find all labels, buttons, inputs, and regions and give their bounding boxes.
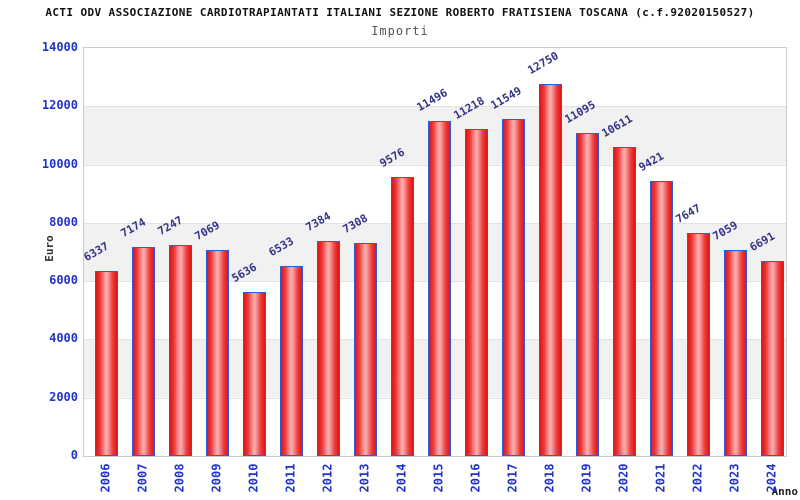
x-tick-label: 2018	[528, 457, 570, 499]
bar	[649, 181, 673, 456]
bar	[205, 249, 229, 456]
y-tick-label: 6000	[49, 273, 78, 288]
gridline	[84, 106, 786, 108]
x-tick-label: 2022	[676, 457, 718, 499]
bar	[316, 240, 340, 456]
x-tick-label: 2009	[195, 457, 237, 499]
y-tick-label: 4000	[49, 331, 78, 346]
x-tick-label-text: 2014	[394, 463, 408, 493]
y-tick-label: 14000	[41, 40, 78, 54]
x-tick-label-text: 2007	[135, 463, 149, 493]
x-tick-label: 2011	[269, 457, 311, 499]
x-tick-label: 2012	[306, 457, 348, 499]
bar	[575, 132, 599, 456]
x-tick-label-text: 2010	[246, 463, 260, 493]
x-tick-label-text: 2022	[690, 463, 704, 493]
y-axis-title-text: Euro	[42, 234, 56, 262]
y-tick-label: 8000	[49, 214, 78, 229]
x-tick-label: 2020	[602, 457, 644, 499]
x-tick-label: 2024	[750, 457, 792, 499]
bar	[390, 176, 414, 456]
x-tick-label-text: 2012	[320, 463, 334, 493]
x-tick-label: 2014	[380, 457, 422, 499]
bar	[427, 120, 451, 456]
x-tick-label: 2013	[343, 457, 385, 499]
x-tick-label: 2008	[158, 457, 200, 499]
y-tick-label: 0	[70, 448, 78, 462]
y-tick-label: 2000	[49, 389, 78, 404]
x-tick-label: 2010	[232, 457, 274, 499]
y-axis-title: Euro	[40, 228, 58, 268]
bar	[242, 291, 266, 456]
x-tick-label-text: 2008	[172, 463, 186, 493]
bar	[760, 261, 784, 456]
x-axis-title: Anno	[771, 485, 799, 498]
x-tick-label-text: 2019	[579, 463, 593, 493]
x-tick-label-text: 2023	[727, 463, 741, 493]
y-tick-label: 12000	[41, 98, 78, 113]
x-tick-label-text: 2020	[616, 463, 630, 493]
x-tick-label-text: 2018	[542, 463, 556, 493]
bar	[353, 243, 377, 456]
x-tick-label: 2023	[713, 457, 755, 499]
bar	[686, 233, 710, 456]
x-tick-label: 2006	[84, 457, 126, 499]
x-tick-label-text: 2011	[283, 463, 297, 493]
bar	[501, 119, 525, 456]
x-tick-label-text: 2009	[209, 463, 223, 493]
bar	[279, 265, 303, 456]
x-tick-label: 2019	[565, 457, 607, 499]
bar	[131, 246, 155, 456]
plot-area	[83, 47, 787, 457]
x-tick-label-text: 2024	[764, 463, 778, 493]
bar	[168, 244, 192, 456]
bar	[94, 271, 118, 456]
x-tick-label-text: 2017	[505, 463, 519, 493]
x-tick-label-text: 2021	[653, 463, 667, 493]
y-tick-label: 10000	[41, 156, 78, 171]
chart-subtitle: Importi	[371, 24, 429, 38]
x-tick-label-text: 2006	[98, 463, 112, 493]
bar	[464, 129, 488, 456]
x-tick-label: 2021	[639, 457, 681, 499]
chart-title: ACTI ODV ASSOCIAZIONE CARDIOTRAPIANTATI …	[45, 6, 755, 19]
bar	[538, 84, 562, 456]
x-tick-label: 2016	[454, 457, 496, 499]
x-tick-label: 2007	[121, 457, 163, 499]
bar	[612, 146, 636, 456]
x-tick-label: 2017	[491, 457, 533, 499]
x-tick-label: 2015	[417, 457, 459, 499]
x-tick-label-text: 2013	[357, 463, 371, 493]
bar	[723, 250, 747, 456]
x-tick-label-text: 2016	[468, 463, 482, 493]
x-tick-label-text: 2015	[431, 463, 445, 493]
